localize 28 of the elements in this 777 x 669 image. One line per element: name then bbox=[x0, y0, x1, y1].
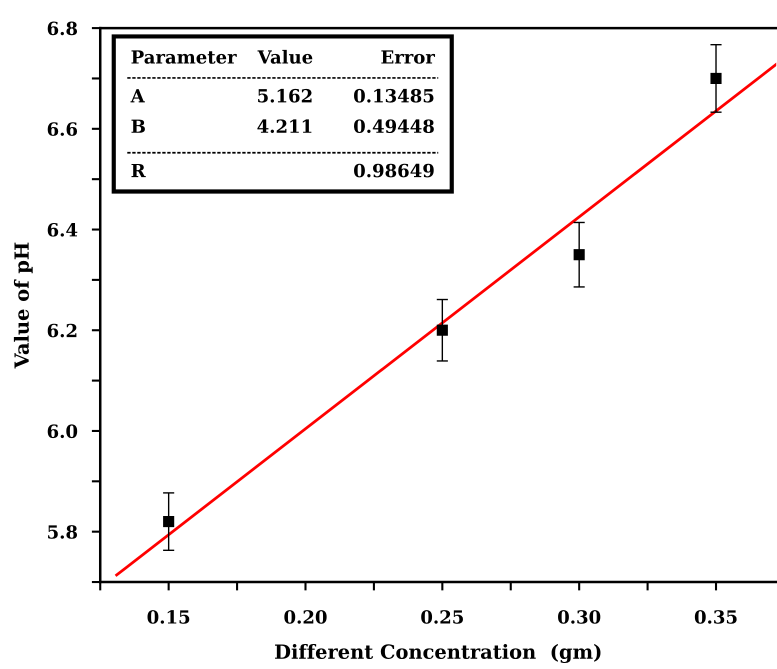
x-tick-label: 0.20 bbox=[284, 610, 327, 624]
y-tick-label: 6.0 bbox=[48, 424, 78, 438]
annotation: 0.98649 bbox=[354, 164, 434, 178]
x-axis-title: Different Concentration (gm) bbox=[275, 644, 600, 664]
x-tick-label: 0.30 bbox=[558, 610, 600, 624]
x-tick-label: 0.15 bbox=[148, 610, 190, 624]
annotation: B bbox=[132, 120, 145, 133]
point bbox=[163, 516, 174, 528]
annotation: Value bbox=[258, 50, 312, 64]
annotation: 0.13485 bbox=[354, 88, 434, 103]
annotation: R bbox=[132, 164, 146, 178]
annotation: Error bbox=[381, 50, 436, 64]
point bbox=[574, 249, 585, 260]
annotation: A bbox=[130, 89, 145, 102]
x-tick-label: 0.25 bbox=[421, 610, 463, 624]
annotation: Parameter bbox=[132, 50, 237, 64]
y-tick-label: 6.8 bbox=[48, 22, 78, 36]
annotation: 0.49448 bbox=[354, 119, 434, 134]
y-tick-label: 6.6 bbox=[48, 122, 78, 136]
annotation: 5.162 bbox=[258, 88, 312, 103]
x-tick-label: 0.35 bbox=[694, 610, 737, 624]
y-tick-label: 6.2 bbox=[48, 324, 76, 338]
y-axis-title: Value of pH bbox=[14, 242, 33, 369]
point bbox=[436, 324, 448, 336]
point bbox=[710, 72, 722, 84]
annotation: 4.211 bbox=[257, 119, 312, 134]
y-tick-label: 6.4 bbox=[48, 222, 78, 237]
y-tick-label: 5.8 bbox=[48, 525, 78, 539]
